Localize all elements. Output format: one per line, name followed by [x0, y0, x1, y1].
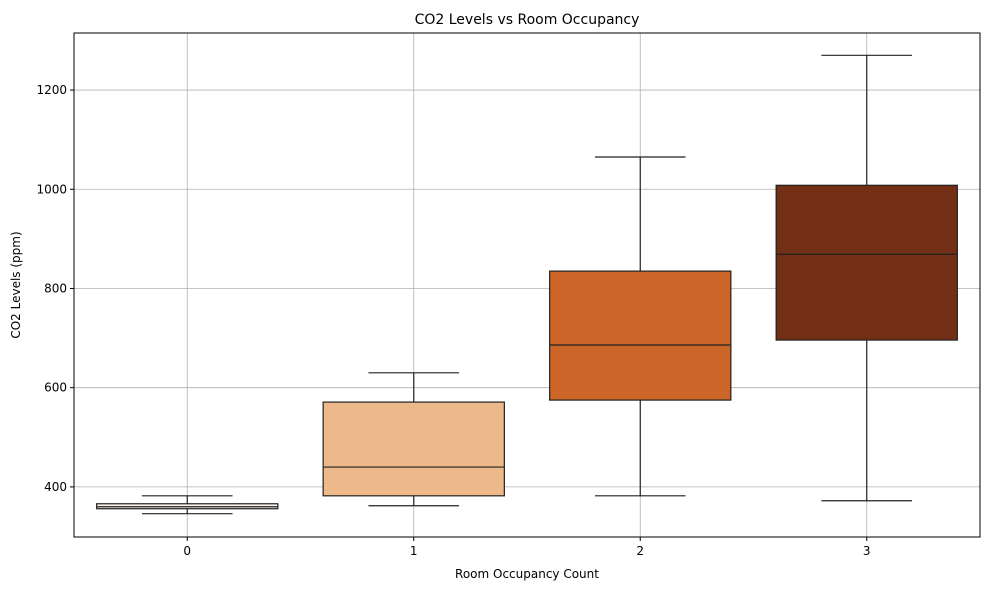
x-tick-label: 3 [863, 544, 871, 558]
y-tick-label: 400 [44, 480, 67, 494]
y-tick-label: 1200 [36, 83, 67, 97]
x-tick-label: 1 [410, 544, 418, 558]
y-tick-label: 800 [44, 281, 67, 295]
box-1 [322, 401, 505, 497]
box-2 [549, 270, 732, 401]
x-tick-label: 2 [636, 544, 644, 558]
chart-title: CO2 Levels vs Room Occupancy [415, 12, 640, 28]
x-tick-label: 0 [183, 544, 191, 558]
y-tick-label: 600 [44, 381, 67, 395]
box-3 [775, 184, 958, 341]
y-tick-label: 1000 [36, 182, 67, 196]
x-axis-label: Room Occupancy Count [455, 567, 599, 581]
plot-frame [73, 32, 981, 538]
y-axis-label: CO2 Levels (ppm) [9, 231, 23, 338]
